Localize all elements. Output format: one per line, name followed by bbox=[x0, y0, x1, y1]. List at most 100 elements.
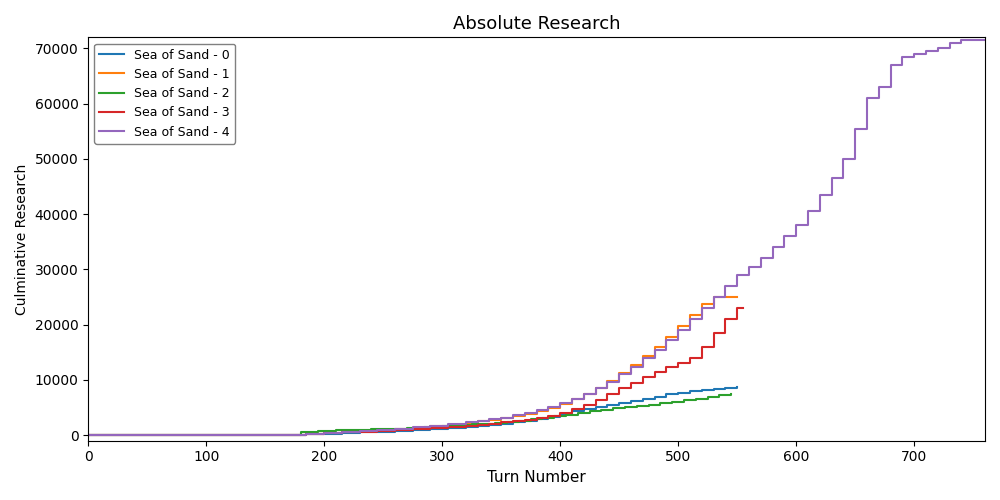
Line: Sea of Sand - 4: Sea of Sand - 4 bbox=[88, 40, 985, 435]
Sea of Sand - 0 bbox=[613, 400, 625, 406]
Sea of Sand - 0 bbox=[442, 425, 454, 431]
Sea of Sand - 2 bbox=[401, 424, 413, 430]
Sea of Sand - 1 bbox=[625, 362, 637, 368]
Sea of Sand - 3 bbox=[613, 385, 625, 391]
Sea of Sand - 1 bbox=[424, 424, 436, 430]
Sea of Sand - 0 bbox=[719, 384, 731, 390]
Sea of Sand - 3 bbox=[389, 427, 401, 433]
Sea of Sand - 3 bbox=[731, 305, 743, 311]
Sea of Sand - 3 bbox=[424, 425, 436, 431]
Sea of Sand - 1 bbox=[637, 353, 649, 359]
Sea of Sand - 3 bbox=[708, 330, 720, 336]
Sea of Sand - 3 bbox=[318, 430, 330, 436]
Sea of Sand - 2 bbox=[454, 422, 466, 428]
Sea of Sand - 2 bbox=[702, 394, 714, 400]
Sea of Sand - 1 bbox=[696, 301, 708, 307]
Sea of Sand - 2 bbox=[513, 418, 525, 424]
Sea of Sand - 4 bbox=[82, 432, 94, 438]
Sea of Sand - 0 bbox=[483, 422, 495, 428]
Sea of Sand - 1 bbox=[590, 385, 602, 391]
Sea of Sand - 1 bbox=[554, 400, 566, 406]
Sea of Sand - 1 bbox=[495, 415, 507, 421]
Sea of Sand - 1 bbox=[684, 312, 696, 318]
Sea of Sand - 2 bbox=[595, 407, 607, 413]
Sea of Sand - 2 bbox=[713, 392, 725, 398]
Sea of Sand - 2 bbox=[82, 432, 94, 438]
Sea of Sand - 2 bbox=[690, 396, 702, 402]
X-axis label: Turn Number: Turn Number bbox=[487, 470, 586, 485]
Sea of Sand - 3 bbox=[354, 428, 366, 434]
Sea of Sand - 2 bbox=[418, 424, 430, 430]
Sea of Sand - 1 bbox=[613, 370, 625, 376]
Sea of Sand - 3 bbox=[637, 374, 649, 380]
Sea of Sand - 2 bbox=[436, 423, 448, 429]
Sea of Sand - 0 bbox=[371, 428, 383, 434]
Sea of Sand - 2 bbox=[725, 391, 737, 397]
Sea of Sand - 1 bbox=[300, 431, 312, 437]
Sea of Sand - 2 bbox=[295, 430, 307, 436]
Sea of Sand - 2 bbox=[643, 402, 655, 407]
Sea of Sand - 4 bbox=[696, 305, 708, 311]
Sea of Sand - 0 bbox=[731, 384, 743, 390]
Sea of Sand - 0 bbox=[336, 430, 348, 436]
Sea of Sand - 0 bbox=[507, 419, 519, 425]
Sea of Sand - 1 bbox=[531, 408, 543, 414]
Sea of Sand - 3 bbox=[460, 423, 472, 429]
Sea of Sand - 3 bbox=[625, 380, 637, 386]
Sea of Sand - 2 bbox=[365, 426, 377, 432]
Sea of Sand - 3 bbox=[283, 432, 295, 438]
Sea of Sand - 3 bbox=[495, 420, 507, 426]
Sea of Sand - 0 bbox=[354, 429, 366, 435]
Sea of Sand - 1 bbox=[542, 404, 554, 410]
Sea of Sand - 0 bbox=[519, 418, 531, 424]
Sea of Sand - 2 bbox=[312, 428, 324, 434]
Sea of Sand - 1 bbox=[672, 324, 684, 330]
Sea of Sand - 3 bbox=[483, 420, 495, 426]
Sea of Sand - 1 bbox=[566, 396, 578, 402]
Sea of Sand - 2 bbox=[501, 418, 513, 424]
Sea of Sand - 4 bbox=[979, 37, 991, 43]
Sea of Sand - 1 bbox=[442, 422, 454, 428]
Sea of Sand - 1 bbox=[354, 428, 366, 434]
Sea of Sand - 1 bbox=[601, 378, 613, 384]
Sea of Sand - 2 bbox=[619, 404, 631, 410]
Sea of Sand - 1 bbox=[719, 294, 731, 300]
Sea of Sand - 3 bbox=[719, 316, 731, 322]
Sea of Sand - 1 bbox=[407, 424, 419, 430]
Sea of Sand - 1 bbox=[283, 432, 295, 438]
Sea of Sand - 0 bbox=[566, 408, 578, 414]
Sea of Sand - 1 bbox=[708, 294, 720, 300]
Sea of Sand - 0 bbox=[460, 424, 472, 430]
Sea of Sand - 3 bbox=[442, 424, 454, 430]
Y-axis label: Culminative Research: Culminative Research bbox=[15, 164, 29, 314]
Sea of Sand - 2 bbox=[584, 408, 596, 414]
Sea of Sand - 0 bbox=[472, 423, 484, 429]
Sea of Sand - 1 bbox=[731, 294, 743, 300]
Sea of Sand - 3 bbox=[336, 430, 348, 436]
Title: Absolute Research: Absolute Research bbox=[453, 15, 620, 33]
Sea of Sand - 1 bbox=[82, 432, 94, 438]
Sea of Sand - 0 bbox=[554, 411, 566, 417]
Sea of Sand - 2 bbox=[654, 400, 666, 406]
Sea of Sand - 1 bbox=[472, 418, 484, 424]
Sea of Sand - 3 bbox=[672, 360, 684, 366]
Sea of Sand - 1 bbox=[460, 420, 472, 426]
Sea of Sand - 1 bbox=[660, 334, 672, 340]
Sea of Sand - 4 bbox=[566, 396, 578, 402]
Sea of Sand - 0 bbox=[283, 432, 295, 438]
Sea of Sand - 4 bbox=[731, 272, 743, 278]
Sea of Sand - 3 bbox=[660, 364, 672, 370]
Sea of Sand - 3 bbox=[507, 418, 519, 424]
Sea of Sand - 3 bbox=[371, 428, 383, 434]
Sea of Sand - 0 bbox=[684, 388, 696, 394]
Sea of Sand - 0 bbox=[318, 430, 330, 436]
Sea of Sand - 2 bbox=[560, 412, 572, 418]
Sea of Sand - 0 bbox=[601, 402, 613, 408]
Sea of Sand - 0 bbox=[495, 420, 507, 426]
Sea of Sand - 1 bbox=[371, 427, 383, 433]
Sea of Sand - 3 bbox=[578, 402, 590, 408]
Sea of Sand - 0 bbox=[389, 428, 401, 434]
Sea of Sand - 0 bbox=[407, 427, 419, 433]
Sea of Sand - 1 bbox=[336, 429, 348, 435]
Sea of Sand - 3 bbox=[696, 344, 708, 350]
